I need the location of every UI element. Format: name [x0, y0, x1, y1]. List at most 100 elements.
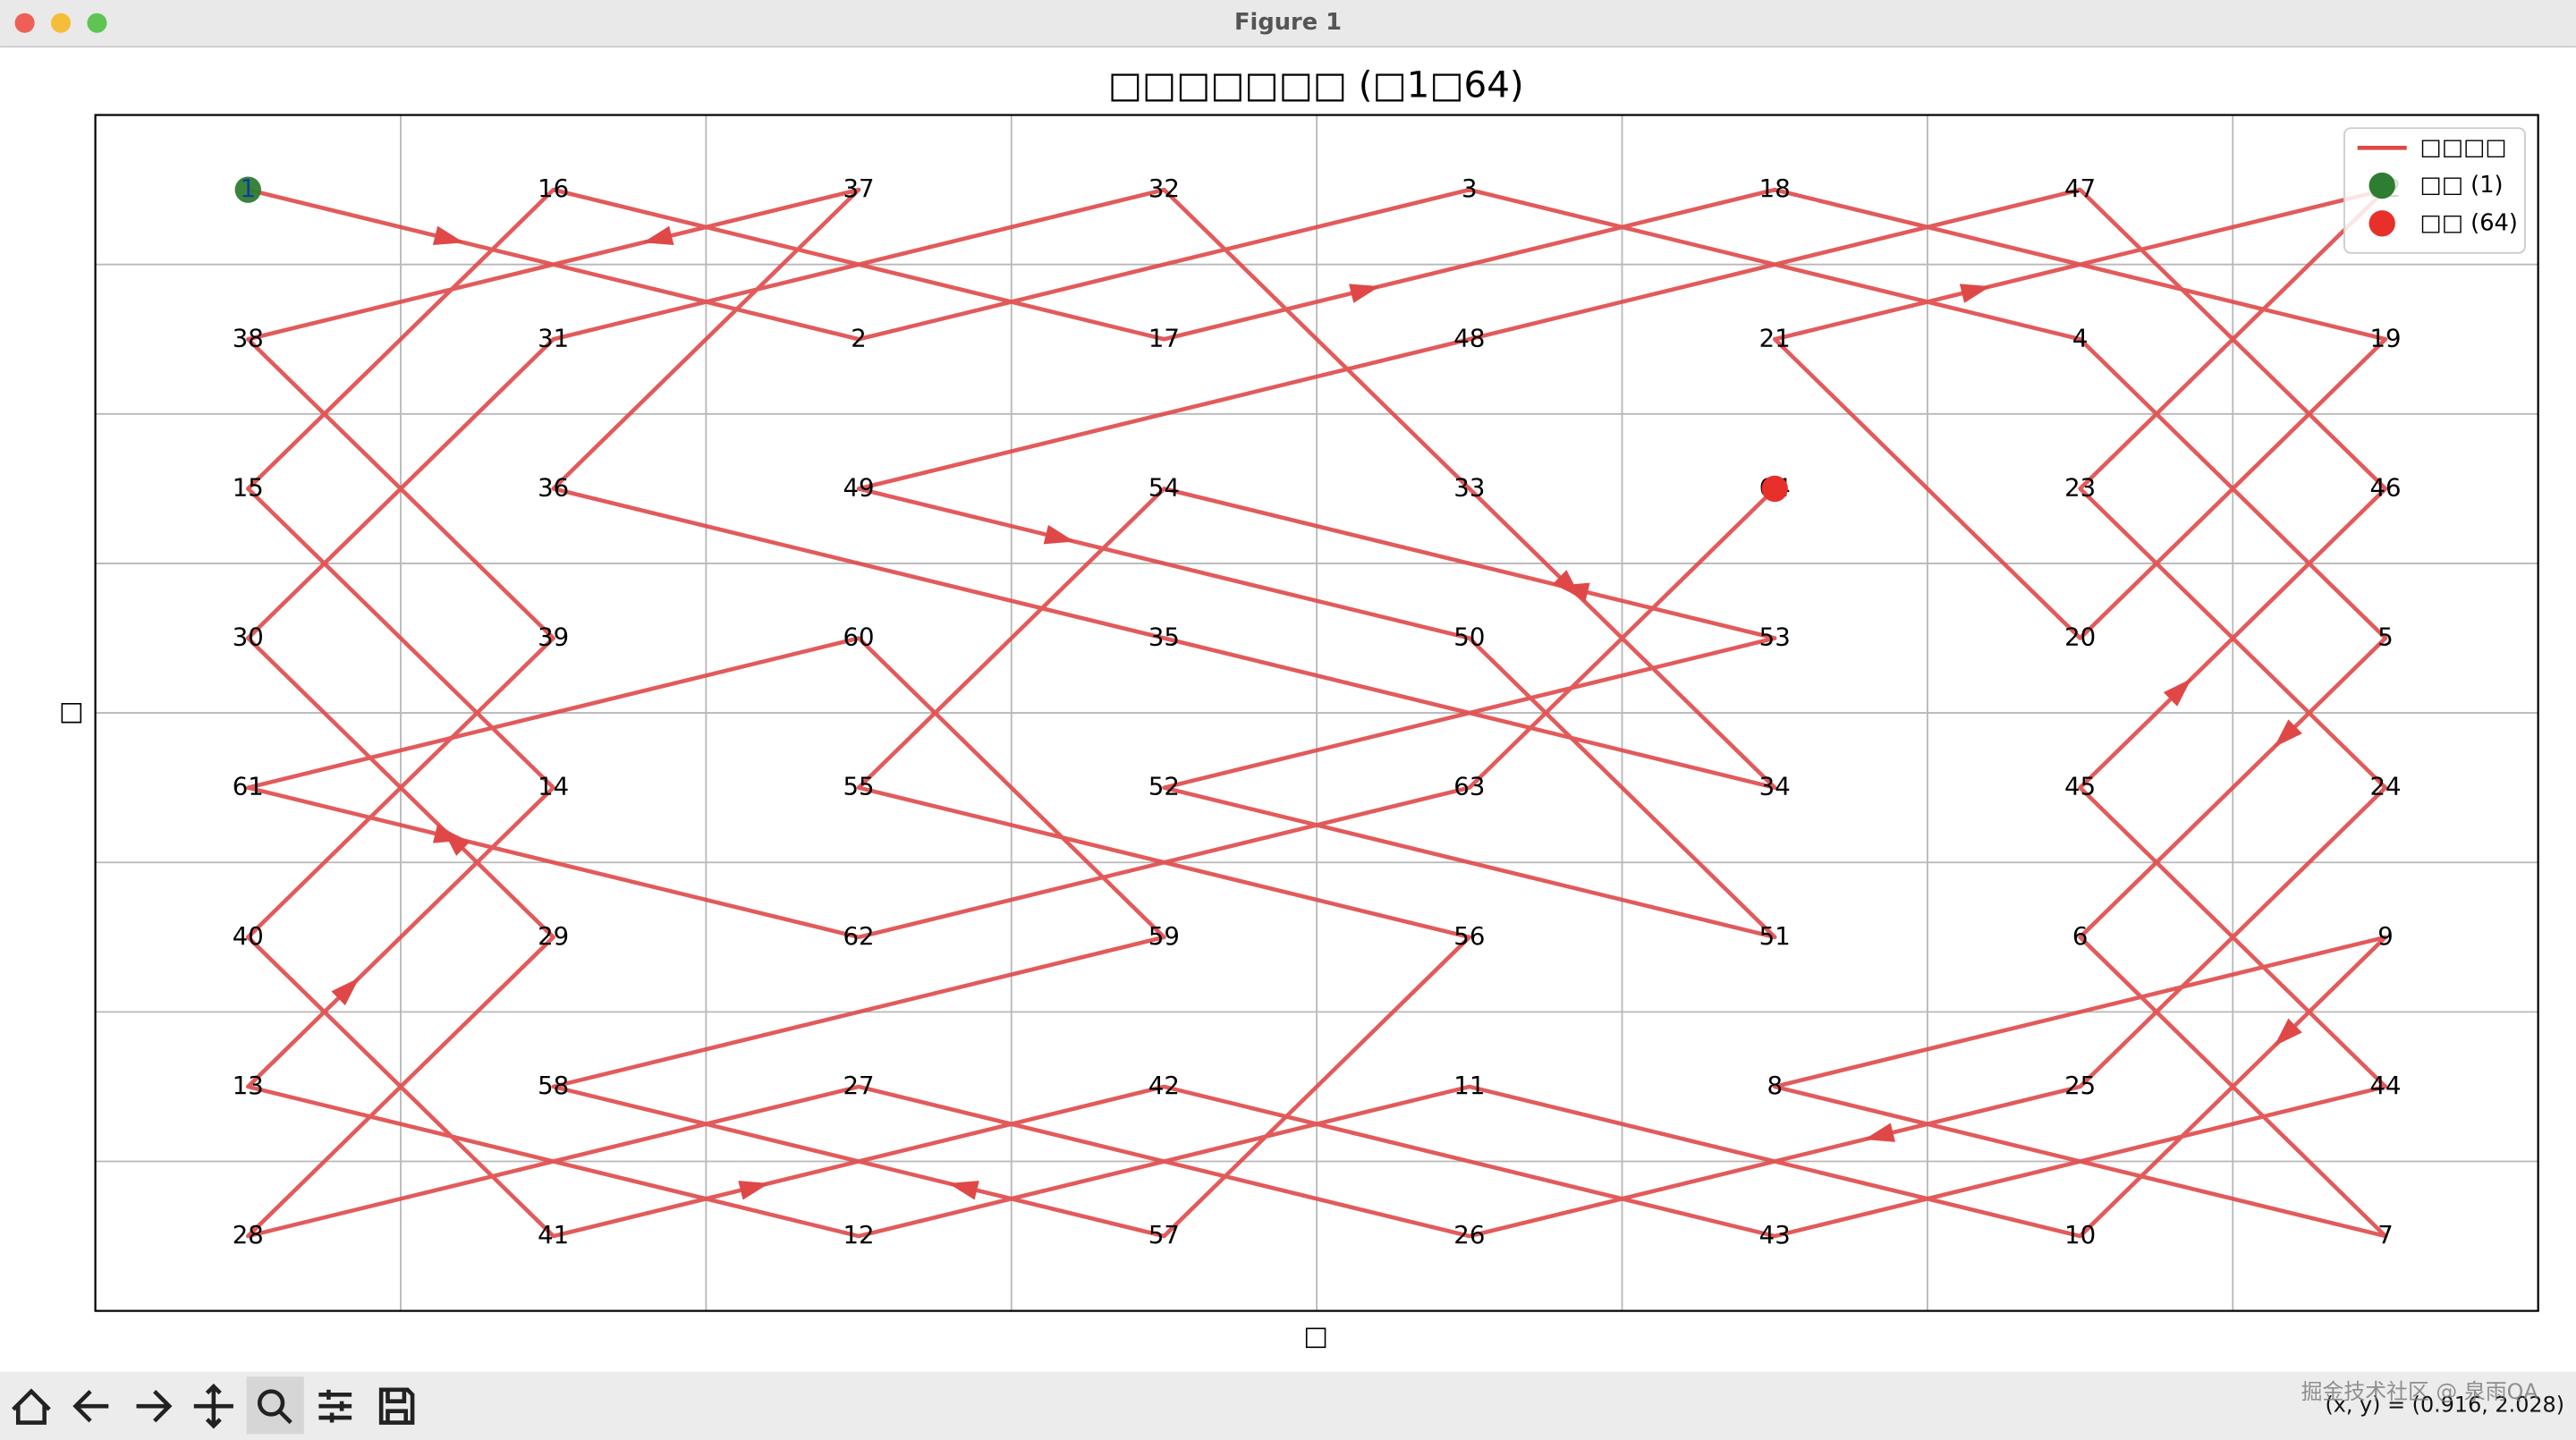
direction-arrow — [1864, 1122, 1895, 1142]
start-marker — [234, 176, 261, 203]
step-label: 50 — [1453, 623, 1485, 652]
step-label: 6 — [2072, 922, 2089, 951]
step-label: 44 — [2369, 1072, 2401, 1100]
step-label: 61 — [233, 773, 264, 801]
direction-arrow — [2274, 719, 2302, 748]
step-label: 24 — [2369, 773, 2401, 801]
step-label: 31 — [538, 324, 569, 352]
step-label: 57 — [1148, 1221, 1180, 1249]
step-label: 9 — [2377, 922, 2394, 951]
step-label: 60 — [843, 623, 875, 652]
step-label: 28 — [233, 1221, 264, 1249]
direction-arrow — [1558, 582, 1590, 603]
step-label: 58 — [538, 1072, 569, 1100]
legend-label: □□ (1) — [2419, 172, 2503, 199]
step-label: 34 — [1759, 773, 1791, 801]
watermark: 掘金技术社区 @ 泉雨QA — [2301, 1379, 2539, 1404]
step-label: 21 — [1759, 324, 1791, 352]
step-label: 25 — [2064, 1072, 2096, 1100]
step-label: 2 — [851, 324, 867, 352]
step-label: 37 — [843, 174, 875, 203]
direction-arrow — [1043, 524, 1075, 545]
legend-label: □□□□ — [2419, 134, 2506, 161]
forward-button[interactable] — [136, 1390, 173, 1423]
y-axis-label: □ — [55, 700, 85, 725]
status-text: (x, y) = (0.916, 2.028) — [2325, 1393, 2564, 1418]
step-label: 45 — [2064, 773, 2096, 801]
step-label: 33 — [1453, 473, 1485, 502]
step-label: 14 — [538, 773, 569, 801]
step-label: 15 — [233, 473, 264, 502]
step-label: 12 — [843, 1221, 875, 1249]
step-label: 39 — [538, 623, 569, 652]
pan-button[interactable] — [193, 1383, 233, 1429]
step-label: 38 — [233, 324, 264, 352]
step-label: 55 — [843, 773, 875, 801]
chart-title: □□□□□□□ (□1□64) — [1108, 63, 1524, 106]
step-label: 42 — [1148, 1072, 1180, 1100]
step-label: 54 — [1148, 473, 1180, 502]
step-label: 27 — [843, 1072, 875, 1100]
direction-arrow — [2163, 678, 2192, 707]
step-label: 11 — [1453, 1072, 1485, 1100]
window-title: Figure 1 — [1234, 9, 1342, 36]
step-label: 49 — [843, 473, 875, 502]
step-label: 48 — [1453, 324, 1485, 352]
step-label: 7 — [2377, 1221, 2394, 1249]
direction-arrow — [331, 978, 360, 1006]
step-label: 35 — [1148, 623, 1180, 652]
step-label: 1 — [241, 174, 257, 203]
step-label: 62 — [843, 922, 875, 951]
save-button[interactable] — [378, 1387, 415, 1425]
step-label: 30 — [233, 623, 264, 652]
toolbar — [0, 1371, 2576, 1440]
step-label: 17 — [1148, 324, 1180, 352]
step-label: 29 — [538, 922, 569, 951]
close-button[interactable] — [14, 13, 35, 33]
step-label: 5 — [2377, 623, 2394, 652]
step-label: 53 — [1759, 623, 1791, 652]
title-bar — [0, 0, 2576, 47]
direction-arrow — [2274, 1018, 2302, 1046]
step-label: 43 — [1759, 1221, 1791, 1249]
direction-arrow — [642, 225, 674, 246]
step-label: 52 — [1148, 773, 1180, 801]
toolbar-icons — [12, 1376, 415, 1435]
direction-arrow — [1959, 284, 1991, 303]
plot: 1234567891011121314151617181920212223242… — [94, 114, 2539, 1312]
legend-label: □□ (64) — [2419, 209, 2518, 236]
axes-frame — [94, 114, 2539, 1312]
step-label: 23 — [2064, 473, 2096, 502]
step-label: 46 — [2369, 473, 2401, 502]
x-axis-label: □ — [1303, 1321, 1328, 1351]
tour-path — [245, 187, 2388, 1239]
legend: □□□□ □□ (1) □□ (64) — [2343, 127, 2526, 254]
step-label: 16 — [538, 174, 569, 203]
zoom-button[interactable] — [87, 13, 107, 33]
end-marker — [1761, 475, 1788, 503]
step-label: 56 — [1453, 922, 1485, 951]
step-label: 19 — [2369, 324, 2401, 352]
step-label: 3 — [1462, 174, 1478, 203]
step-label: 13 — [233, 1072, 264, 1100]
home-button[interactable] — [12, 1388, 51, 1425]
minimize-button[interactable] — [51, 13, 72, 33]
legend-marker — [2368, 210, 2395, 237]
step-label: 32 — [1148, 174, 1180, 203]
step-label: 63 — [1453, 773, 1485, 801]
zoom-button[interactable] — [257, 1389, 285, 1417]
direction-arrow — [432, 225, 464, 246]
legend-marker — [2368, 172, 2395, 199]
step-label: 51 — [1759, 922, 1791, 951]
step-label: 10 — [2064, 1221, 2096, 1249]
step-label: 18 — [1759, 174, 1791, 203]
step-label: 36 — [538, 473, 569, 502]
step-label: 8 — [1767, 1072, 1783, 1100]
step-label: 59 — [1148, 922, 1180, 951]
direction-arrow — [432, 824, 464, 843]
configure-button[interactable] — [318, 1389, 352, 1423]
back-button[interactable] — [72, 1390, 109, 1423]
step-label: 41 — [538, 1221, 569, 1249]
